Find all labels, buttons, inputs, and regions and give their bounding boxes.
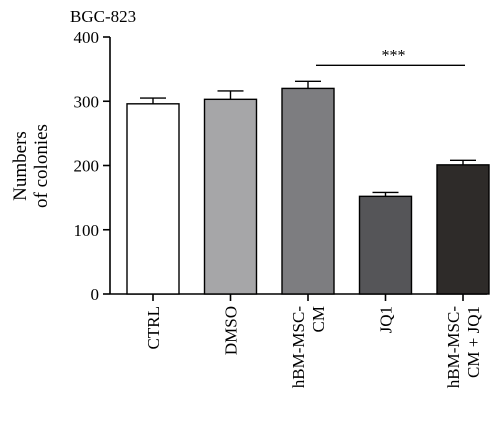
bar bbox=[281, 87, 335, 295]
x-tick-label: hBM-MSC- bbox=[289, 306, 308, 389]
x-tick-label: CM bbox=[309, 306, 328, 332]
x-tick-label: CTRL bbox=[144, 306, 163, 349]
significance-stars: *** bbox=[382, 47, 406, 64]
error-bars bbox=[140, 80, 476, 197]
y-tick-label: 200 bbox=[74, 157, 100, 176]
x-tick-label: JQ1 bbox=[377, 306, 396, 333]
x-tick-label: hBM-MSC- bbox=[444, 306, 463, 389]
significance-marker: *** bbox=[316, 47, 465, 66]
bars bbox=[126, 87, 490, 295]
y-tick-label: 400 bbox=[74, 28, 100, 47]
y-axis-label-line: of colonies bbox=[31, 124, 52, 208]
bar bbox=[126, 103, 180, 295]
x-tick-label: CM + JQ1 bbox=[464, 306, 483, 378]
bar bbox=[436, 164, 490, 295]
y-tick-label: 0 bbox=[91, 285, 100, 304]
chart-title: BGC-823 bbox=[70, 7, 136, 26]
x-tick-label: DMSO bbox=[222, 306, 241, 355]
bar bbox=[203, 98, 258, 295]
x-tick-labels: CTRL DMSO hBM-MSC- CM JQ1 hBM-MSC- CM + JQ1 bbox=[144, 306, 483, 389]
y-axis-label-line: Numbers bbox=[10, 131, 31, 201]
bar bbox=[358, 195, 413, 295]
y-tick-label: 100 bbox=[74, 221, 100, 240]
y-tick-label: 300 bbox=[74, 92, 100, 111]
y-axis-label: Numbers of colonies bbox=[10, 124, 52, 208]
